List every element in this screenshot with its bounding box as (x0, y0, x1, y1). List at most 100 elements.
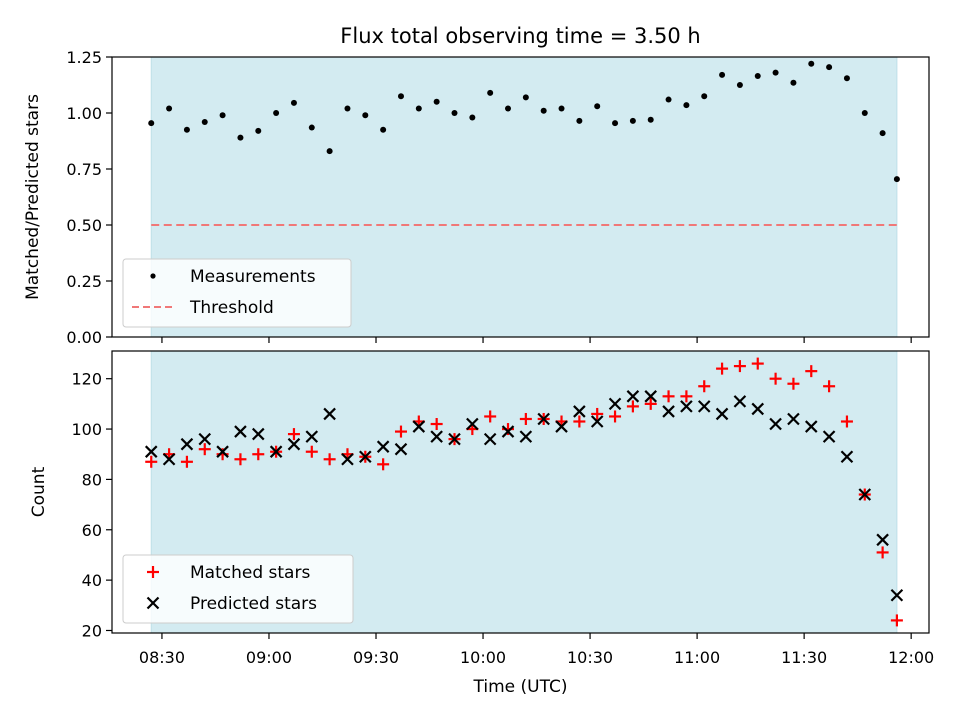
matched-star-point (252, 448, 265, 461)
count-y-tick-label: 20 (82, 621, 102, 640)
measurement-point (772, 69, 779, 76)
count-plot-frame (111, 350, 930, 634)
count-x-tick-label: 09:00 (246, 648, 292, 667)
count-y-tick-label: 60 (82, 521, 102, 540)
predicted-star-point (890, 588, 904, 602)
matched-star-point (573, 415, 586, 428)
ratio-y-tick-label: 0.50 (66, 216, 102, 235)
predicted-star-point (680, 400, 693, 413)
predicted-star-point (697, 400, 711, 413)
measurement-point (469, 114, 476, 121)
predicted-star-point (626, 390, 640, 403)
ratio-y-axis-label: Matched/Predicted stars (23, 94, 43, 300)
legend-measurements-marker (150, 273, 156, 279)
matched-star-point (609, 410, 622, 423)
matched-star-point (394, 425, 407, 438)
measurement-point (451, 110, 458, 116)
measurement-point (237, 134, 244, 141)
matched-star-point (751, 357, 764, 370)
measurement-point (505, 105, 512, 112)
count-y-tick-label: 120 (71, 370, 102, 389)
matched-star-point (716, 362, 729, 375)
legend-predicted-marker (146, 596, 160, 610)
count-y-tick-label: 100 (71, 420, 102, 439)
measurement-point (665, 96, 672, 103)
matched-star-point (698, 380, 711, 393)
count-x-tick-label: 11:00 (674, 648, 720, 667)
measurement-point (362, 112, 369, 119)
predicted-star-point (840, 450, 854, 464)
x-axis-label: Time (UTC) (473, 677, 568, 697)
measurement-point (647, 116, 654, 123)
predicted-star-point (180, 437, 194, 451)
predicted-star-point (876, 533, 889, 547)
measurement-point (790, 79, 797, 86)
measurement-point (344, 105, 351, 112)
matched-star-point (680, 390, 693, 403)
matched-star-point (305, 445, 318, 458)
matched-star-point (377, 458, 390, 471)
matched-star-point (823, 380, 836, 393)
predicted-stars-points (144, 390, 904, 602)
matched-star-point (626, 400, 639, 413)
legend-matched-label: Matched stars (190, 563, 310, 583)
count-y-tick-label: 80 (82, 470, 102, 489)
predicted-star-point (483, 432, 497, 446)
predicted-star-point (822, 430, 836, 443)
count-x-tick-label: 11:30 (781, 648, 827, 667)
predicted-star-point (287, 437, 301, 451)
matched-star-point (519, 412, 532, 425)
legend-matched-marker (147, 566, 159, 578)
legend-plus-glyph (147, 566, 159, 578)
count-y-ticks: 20 40 60 80 100 120 (71, 370, 112, 640)
measurement-point (736, 82, 743, 88)
measurement-point (183, 126, 190, 133)
predicted-star-point (662, 405, 675, 418)
ratio-legend: Measurements Threshold (122, 258, 352, 328)
measurement-point (290, 99, 297, 106)
predicted-star-point (519, 430, 533, 443)
measurement-point (576, 117, 583, 124)
count-x-tick-label: 12:00 (888, 648, 934, 667)
predicted-star-point (341, 452, 354, 466)
measurement-point (629, 117, 636, 124)
predicted-star-point (769, 417, 782, 431)
ratio-legend-box (122, 258, 352, 328)
matched-star-point (484, 410, 497, 423)
measurement-point (683, 102, 690, 109)
ratio-y-tick-label: 0.75 (66, 160, 102, 179)
measurement-point (843, 75, 850, 82)
legend-threshold-label: Threshold (189, 298, 274, 318)
predicted-star-point (198, 432, 212, 446)
legend-measurements-label: Measurements (190, 267, 316, 287)
measurement-point (487, 89, 494, 96)
matched-star-point (430, 418, 443, 431)
count-legend-box (122, 554, 354, 624)
predicted-star-point (858, 488, 872, 501)
matched-star-point (662, 390, 675, 403)
legend-predicted-label: Predicted stars (190, 594, 317, 614)
measurement-point (522, 94, 529, 101)
measurement-point (415, 105, 422, 112)
ratio-y-tick-label: 1.00 (66, 104, 102, 123)
count-x-tick-label: 10:30 (567, 648, 613, 667)
measurement-point (166, 105, 173, 112)
predicted-star-point (608, 397, 622, 411)
measurement-point (201, 118, 208, 125)
predicted-star-point (305, 430, 319, 443)
measurement-point (433, 98, 440, 105)
measurement-point (273, 110, 280, 116)
measurement-point (308, 124, 315, 131)
predicted-star-point (751, 402, 765, 416)
predicted-star-point (251, 427, 265, 441)
predicted-star-point (162, 452, 176, 466)
ratio-y-tick-label: 0.00 (66, 328, 102, 347)
count-x-tick-label: 09:30 (353, 648, 399, 667)
predicted-star-point (144, 445, 158, 458)
measurement-point (826, 64, 833, 71)
measurement-point (558, 105, 565, 112)
predicted-star-point (573, 405, 586, 418)
measurement-point (719, 71, 726, 78)
matched-star-point (840, 415, 853, 428)
